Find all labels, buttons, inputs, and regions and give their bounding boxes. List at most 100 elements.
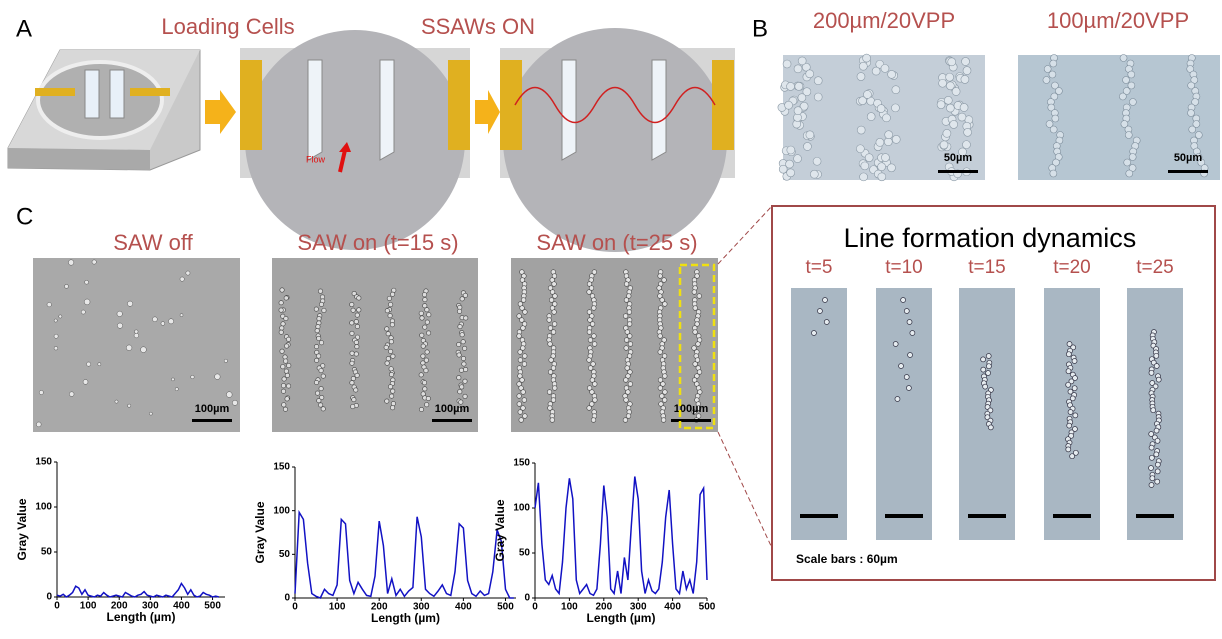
panel-label: A	[16, 15, 32, 42]
cell	[624, 346, 629, 351]
y-tick-label: 50	[41, 547, 53, 558]
cell	[1049, 71, 1056, 78]
cell	[168, 319, 173, 324]
cell	[1066, 352, 1071, 357]
cell	[1073, 413, 1078, 418]
cell	[962, 57, 970, 65]
cell	[427, 313, 431, 317]
cell	[1149, 483, 1154, 488]
cell	[628, 342, 633, 347]
cell	[419, 373, 423, 377]
cell	[59, 315, 62, 318]
cell	[1154, 364, 1159, 369]
cell	[1155, 479, 1160, 484]
y-axis-label: Gray Value	[253, 501, 267, 563]
cell	[1149, 370, 1154, 375]
cell	[961, 75, 969, 83]
cell	[591, 418, 596, 423]
cell	[552, 282, 557, 287]
cell	[587, 406, 592, 411]
scale-label: 100µm	[435, 403, 470, 415]
cell	[662, 278, 667, 283]
cell	[279, 301, 283, 305]
x-axis-label: Length (µm)	[371, 611, 440, 625]
cell	[1151, 408, 1156, 413]
cell	[878, 173, 886, 181]
cell	[425, 320, 429, 324]
cell	[940, 141, 948, 149]
cell	[161, 322, 165, 326]
cell	[283, 355, 287, 359]
cell	[522, 362, 527, 367]
cell	[287, 363, 291, 367]
cell	[658, 334, 663, 339]
cell	[625, 366, 630, 371]
cell	[457, 342, 461, 346]
cell	[425, 308, 429, 312]
cell	[861, 162, 869, 170]
cell	[624, 378, 629, 383]
cell	[421, 354, 425, 358]
cell	[787, 146, 795, 154]
cell	[794, 155, 802, 163]
cell	[592, 382, 597, 387]
cell	[986, 354, 991, 359]
panel-title: SAW on (t=25 s)	[536, 230, 697, 255]
cell	[878, 163, 886, 171]
cell	[786, 160, 794, 168]
cell	[548, 342, 553, 347]
cell	[463, 394, 467, 398]
cell	[960, 103, 968, 111]
cell	[386, 332, 390, 336]
cell	[83, 379, 88, 384]
cell	[943, 129, 951, 137]
plots: 0501001500100200300400500Length (µm)Gray…	[15, 457, 716, 626]
cell	[351, 308, 355, 312]
x-tick-label: 100	[561, 602, 578, 613]
cell	[1188, 110, 1195, 117]
cell	[876, 138, 884, 146]
cell	[881, 154, 889, 162]
cell	[1155, 469, 1160, 474]
cell	[286, 384, 290, 388]
cell	[350, 361, 354, 365]
cell	[1128, 71, 1135, 78]
cell	[425, 350, 429, 354]
cell	[521, 298, 526, 303]
cell	[518, 358, 523, 363]
cell	[907, 320, 912, 325]
cell	[457, 353, 461, 357]
cell	[587, 290, 592, 295]
cell	[280, 288, 284, 292]
cell	[1043, 77, 1050, 84]
cell	[388, 302, 392, 306]
cell	[314, 358, 318, 362]
y-tick-label: 150	[273, 462, 290, 473]
cell	[588, 318, 593, 323]
panel-label: C	[16, 203, 33, 230]
cell	[908, 353, 913, 358]
cell	[351, 404, 355, 408]
cell	[523, 414, 528, 419]
scale-bar	[432, 419, 472, 422]
cell	[803, 142, 811, 150]
cell	[1129, 99, 1136, 106]
cell	[549, 358, 554, 363]
cell	[423, 297, 427, 301]
schematic-device	[8, 50, 200, 170]
cell	[318, 289, 322, 293]
cell	[391, 389, 395, 393]
cell	[281, 383, 285, 387]
cell	[424, 368, 428, 372]
cell	[877, 105, 885, 113]
cell	[696, 342, 701, 347]
cell	[518, 410, 523, 415]
cell	[321, 374, 325, 378]
y-tick-label: 150	[35, 457, 52, 468]
cell	[141, 347, 147, 353]
x-tick-label: 400	[455, 602, 472, 613]
cell	[215, 374, 221, 380]
panel-title: 100µm/20VPP	[1047, 8, 1189, 33]
cell	[350, 351, 354, 355]
cell	[592, 342, 597, 347]
